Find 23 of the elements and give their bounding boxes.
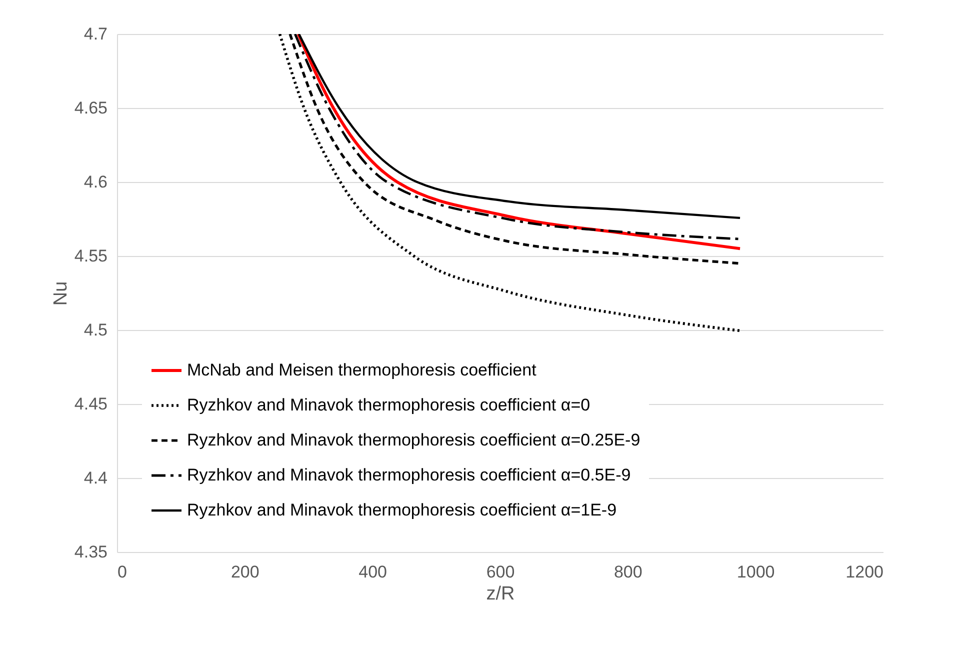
y-tick-label: 4.55 <box>74 246 108 266</box>
x-tick-label: 400 <box>358 562 388 582</box>
y-tick-label: 4.5 <box>84 320 108 340</box>
y-tick-label: 4.65 <box>74 98 108 118</box>
line-series <box>278 34 742 332</box>
legend-label: Ryzhkov and Minavok thermophoresis coefficient α=0.25E-9 <box>187 430 640 450</box>
x-tick-label: 1200 <box>846 562 884 582</box>
legend-label: Ryzhkov and Minavok thermophoresis coefficient α=0 <box>187 396 590 414</box>
y-tick-label: 4.35 <box>74 542 108 562</box>
y-tick-label: 4.4 <box>84 468 108 488</box>
legend-label: Ryzhkov and Minavok thermophoresis coefficient α=1E-9 <box>187 500 617 520</box>
y-tick-label: 4.6 <box>84 172 108 192</box>
x-tick-label: 800 <box>614 562 642 582</box>
x-tick-label: 0 <box>118 562 127 582</box>
x-axis-title: z/R <box>486 584 515 604</box>
legend-label: McNab and Meisen thermophoresis coefficient <box>187 360 537 380</box>
x-tick-label: 200 <box>230 562 260 582</box>
y-axis-title: Nu <box>50 281 72 306</box>
x-tick-label: 1000 <box>736 562 775 582</box>
y-tick-label: 4.7 <box>84 24 108 44</box>
legend-label: Ryzhkov and Minavok thermophoresis coefficient α=0.5E-9 <box>187 466 631 484</box>
y-tick-label: 4.45 <box>74 394 108 414</box>
x-tick-label: 600 <box>486 562 515 582</box>
